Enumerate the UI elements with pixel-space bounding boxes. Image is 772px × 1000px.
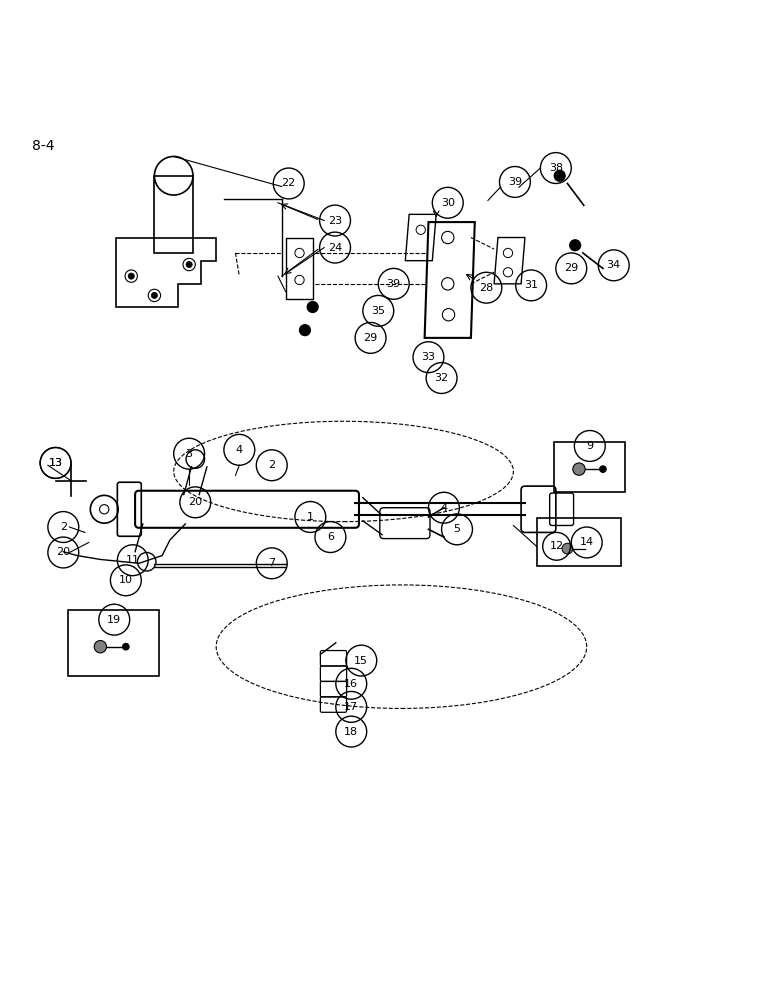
Text: 20: 20	[188, 497, 202, 507]
Text: 23: 23	[328, 216, 342, 226]
Text: 6: 6	[327, 532, 334, 542]
Text: 13: 13	[49, 458, 63, 468]
Text: 10: 10	[119, 575, 133, 585]
Text: 33: 33	[422, 352, 435, 362]
Circle shape	[573, 463, 585, 475]
Text: 9: 9	[586, 441, 594, 451]
Text: 17: 17	[344, 702, 358, 712]
Text: 1: 1	[306, 512, 314, 522]
Circle shape	[122, 643, 130, 651]
Text: 2: 2	[268, 460, 276, 470]
Circle shape	[186, 261, 192, 268]
Text: 15: 15	[354, 656, 368, 666]
Text: 7: 7	[268, 558, 276, 568]
Text: 39: 39	[508, 177, 522, 187]
Circle shape	[599, 465, 607, 473]
Text: 14: 14	[580, 537, 594, 547]
Text: 2: 2	[59, 522, 67, 532]
Circle shape	[151, 292, 157, 299]
Text: 4: 4	[235, 445, 243, 455]
Text: 29: 29	[564, 263, 578, 273]
Circle shape	[554, 170, 565, 181]
Circle shape	[307, 302, 318, 312]
Text: 32: 32	[435, 373, 449, 383]
Text: 8-4: 8-4	[32, 139, 55, 153]
Text: 30: 30	[441, 198, 455, 208]
Text: 34: 34	[607, 260, 621, 270]
Text: 24: 24	[328, 243, 342, 253]
Text: 35: 35	[371, 306, 385, 316]
Text: 22: 22	[282, 178, 296, 188]
Circle shape	[300, 325, 310, 336]
Text: 28: 28	[479, 283, 493, 293]
Text: 19: 19	[107, 615, 121, 625]
Circle shape	[128, 273, 134, 279]
Text: 29: 29	[364, 333, 378, 343]
Text: 13: 13	[49, 458, 63, 468]
Circle shape	[94, 641, 107, 653]
Circle shape	[562, 543, 573, 554]
Text: 38: 38	[549, 163, 563, 173]
Text: 11: 11	[126, 555, 140, 565]
Text: 18: 18	[344, 727, 358, 737]
Text: 31: 31	[524, 280, 538, 290]
Circle shape	[570, 240, 581, 251]
Text: 3: 3	[185, 449, 193, 459]
Text: 20: 20	[56, 547, 70, 557]
Text: 16: 16	[344, 679, 358, 689]
Text: 12: 12	[550, 541, 564, 551]
Text: 39: 39	[387, 279, 401, 289]
Text: 5: 5	[453, 524, 461, 534]
Text: 4: 4	[440, 503, 448, 513]
